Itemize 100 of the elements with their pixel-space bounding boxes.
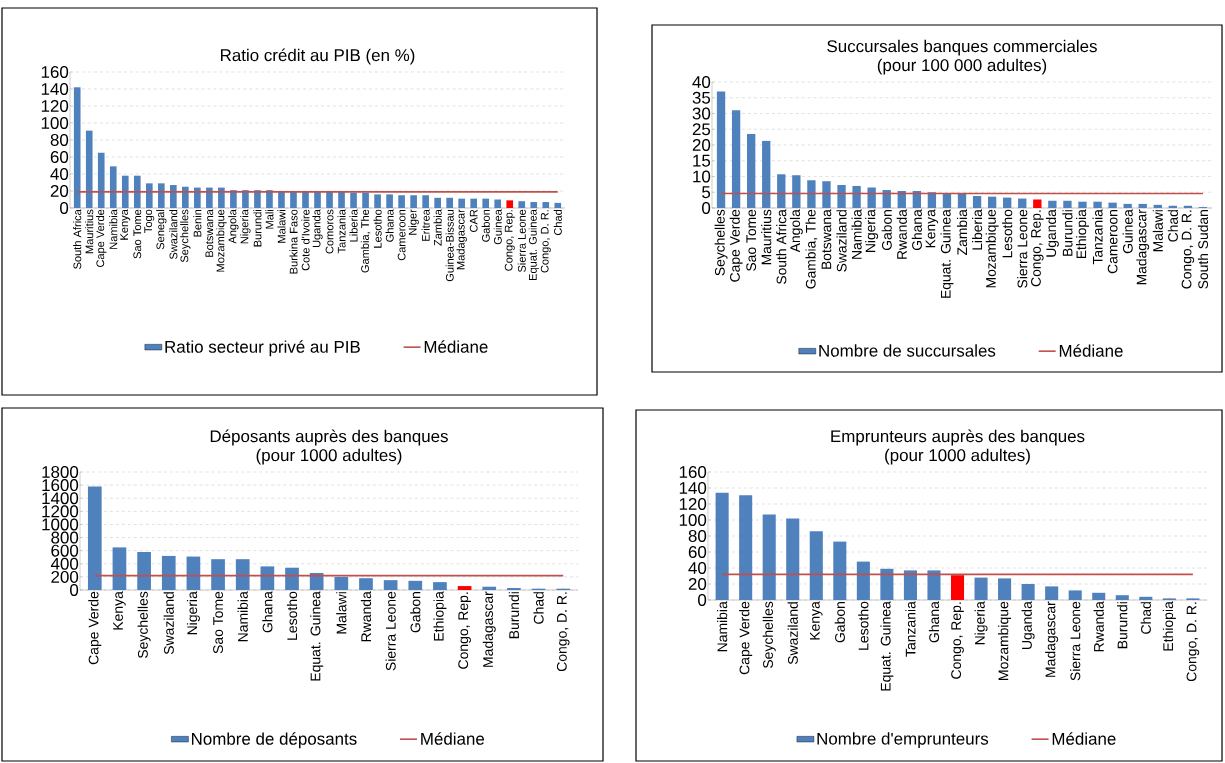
y-tick-label: 600 xyxy=(51,544,79,557)
bar xyxy=(326,191,333,208)
x-tick-label: Mozambique xyxy=(998,601,1012,680)
bar xyxy=(1033,199,1042,208)
x-tick-label: Rwanda xyxy=(896,209,907,259)
x-tick-label: Seychelles xyxy=(180,209,191,263)
bar xyxy=(285,567,299,590)
x-tick-label: Mali xyxy=(265,209,274,229)
bar xyxy=(1063,200,1072,208)
chart-title: Ratio crédit au PIB (en %) xyxy=(221,48,415,65)
x-tick-label: Nigeria xyxy=(974,601,988,645)
x-tick-label: Cote d'Ivoire xyxy=(301,209,310,271)
bar xyxy=(434,197,441,208)
x-tick-label: Liberia xyxy=(971,209,983,250)
legend-label: Médiane xyxy=(424,340,488,353)
x-tick-label: Seychelles xyxy=(762,601,776,669)
x-tick-label: Sao Tome xyxy=(746,209,757,271)
x-tick-label: Nigeria xyxy=(865,209,879,252)
x-tick-label: Ghana xyxy=(928,601,940,643)
bar xyxy=(1115,595,1129,600)
x-tick-label: Ghana xyxy=(385,209,394,242)
bar xyxy=(856,561,870,600)
y-tick-label: 160 xyxy=(679,466,707,478)
x-tick-label: Madagascar xyxy=(482,591,496,667)
bar xyxy=(807,180,816,208)
y-tick-label: 140 xyxy=(679,482,707,494)
x-tick-label: CAR xyxy=(469,209,478,232)
bar xyxy=(518,201,526,208)
y-tick-label: 800 xyxy=(51,531,79,544)
bar xyxy=(338,191,345,208)
x-tick-label: Congo, Rep. xyxy=(458,592,471,669)
x-tick-label: Eritrea xyxy=(421,209,430,241)
bar xyxy=(422,195,429,208)
bar xyxy=(1068,590,1082,600)
bar xyxy=(715,492,729,600)
x-tick-label: Congo, Rep. xyxy=(504,210,515,271)
bar xyxy=(1123,203,1132,208)
bar xyxy=(1108,202,1117,208)
x-tick-label: Malawi xyxy=(336,592,347,634)
x-tick-label: Congo, D. R. xyxy=(1186,602,1200,682)
bar xyxy=(880,568,894,600)
x-tick-label: Namibia xyxy=(717,601,728,652)
x-tick-label: Chad xyxy=(533,592,544,624)
x-tick-label: Botswana xyxy=(205,209,214,257)
bar xyxy=(1092,592,1106,600)
x-tick-label: South Africa xyxy=(73,209,82,269)
x-tick-label: Angola xyxy=(789,209,803,253)
x-tick-label: Ghana xyxy=(911,209,922,251)
chart-title: Emprunteurs auprès des banques xyxy=(831,429,1085,446)
bar xyxy=(792,175,801,208)
bar xyxy=(186,556,201,590)
y-tick-label: 160 xyxy=(41,66,69,78)
bar xyxy=(530,202,538,208)
x-tick-label: Tanzania xyxy=(337,209,346,254)
x-tick-label: Congo, D. R. xyxy=(556,592,570,672)
x-tick-label: Tanzania xyxy=(1092,209,1103,265)
x-tick-label: Nigeria xyxy=(186,591,200,635)
x-tick-label: Niger xyxy=(408,209,419,235)
x-tick-label: South Africa xyxy=(776,209,787,284)
bar xyxy=(957,193,967,208)
bar xyxy=(302,191,309,208)
bar xyxy=(1078,201,1087,208)
x-tick-label: Sierra Leone xyxy=(1070,601,1081,681)
y-tick-label: 15 xyxy=(693,154,711,167)
bar xyxy=(542,202,550,208)
bar xyxy=(170,185,177,208)
y-tick-label: 20 xyxy=(50,185,69,197)
x-tick-label: Cape Verde xyxy=(88,591,102,665)
x-tick-label: Benin xyxy=(193,209,202,237)
bar xyxy=(362,192,369,208)
x-tick-label: Cameroon xyxy=(397,209,406,261)
y-tick-label: 60 xyxy=(50,151,69,163)
bar xyxy=(833,541,847,600)
y-tick-label: 25 xyxy=(692,123,711,136)
x-tick-label: Swaziland xyxy=(836,210,847,272)
x-tick-label: Burkina Faso xyxy=(289,209,298,274)
x-tick-label: Gabon xyxy=(834,602,845,643)
bar xyxy=(482,586,497,590)
y-tick-label: 0 xyxy=(702,202,711,214)
x-tick-label: Malawi xyxy=(277,209,286,243)
bar xyxy=(1003,197,1012,208)
y-tick-label: 140 xyxy=(41,83,69,95)
y-tick-label: 35 xyxy=(692,91,711,104)
x-tick-label: Gabon xyxy=(881,210,892,251)
bar xyxy=(87,486,102,590)
x-tick-label: Namibia xyxy=(851,209,862,259)
x-tick-label: Mozambique xyxy=(216,209,227,272)
x-tick-label: Guinea xyxy=(493,209,502,245)
x-tick-label: Liberia xyxy=(349,209,358,242)
legend-label: Nombre d'emprunteurs xyxy=(817,732,989,749)
y-tick-label: 100 xyxy=(41,117,69,129)
bar xyxy=(852,185,861,208)
bar xyxy=(1153,204,1162,208)
y-tick-label: 20 xyxy=(688,578,707,590)
x-tick-label: Equat. Guinea xyxy=(528,209,539,281)
x-tick-label: Burundi xyxy=(253,209,262,247)
legend-label: Médiane xyxy=(421,732,485,745)
x-tick-label: Ethiopia xyxy=(1162,601,1176,651)
x-tick-label: Lesotho xyxy=(1002,209,1013,258)
x-tick-label: Mozambique xyxy=(985,209,999,288)
